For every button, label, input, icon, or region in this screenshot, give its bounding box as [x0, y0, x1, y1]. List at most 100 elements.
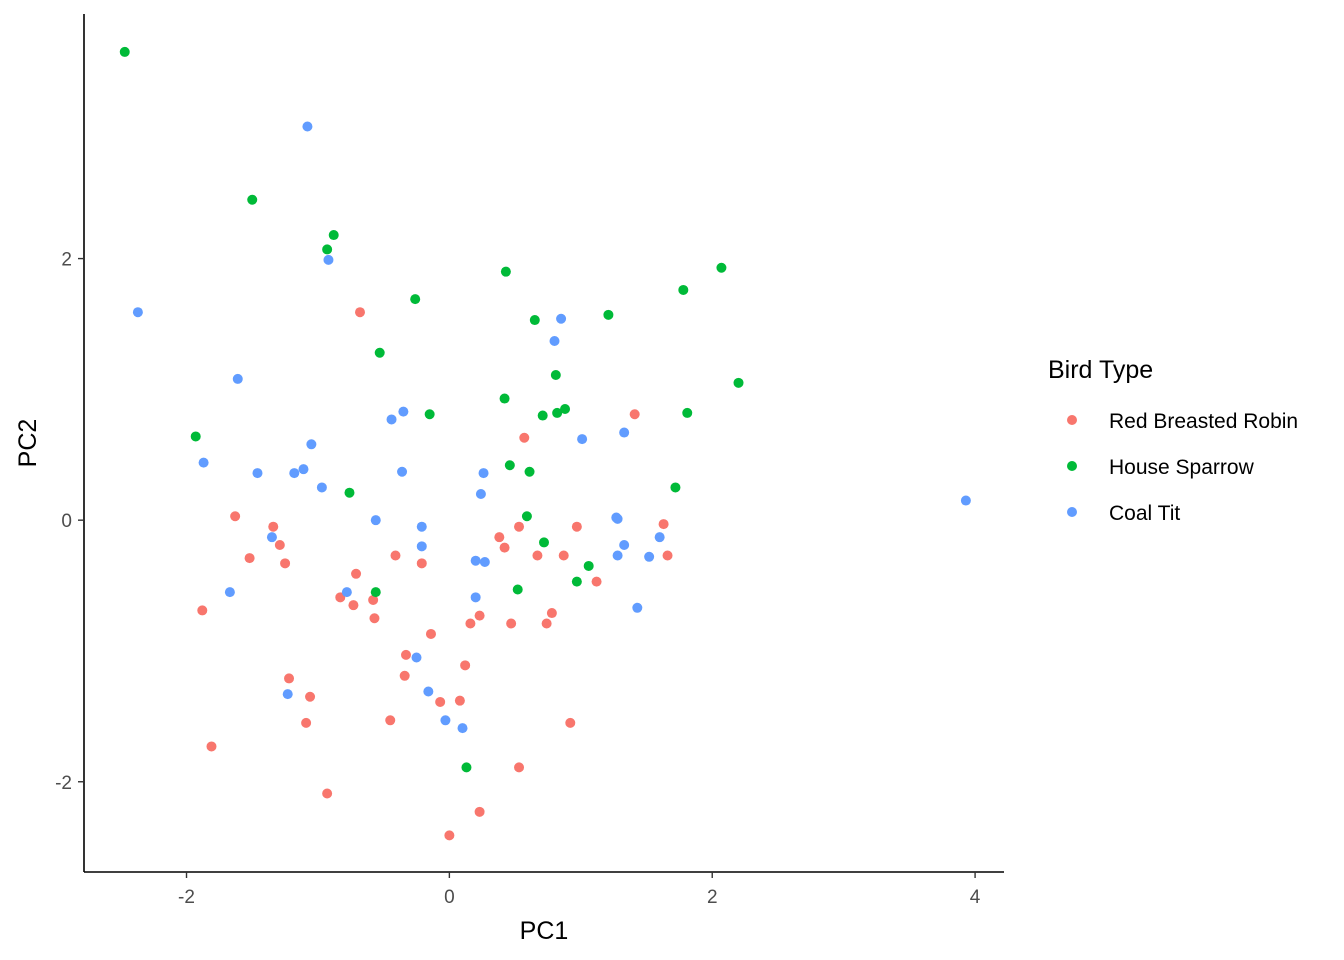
data-point — [577, 434, 588, 445]
data-point — [619, 540, 630, 551]
data-point — [494, 532, 505, 543]
data-point — [369, 613, 380, 624]
data-point — [524, 466, 535, 477]
data-point — [470, 592, 481, 603]
data-point — [960, 495, 971, 506]
data-point — [474, 806, 485, 817]
data-point — [440, 715, 451, 726]
y-axis-title: PC2 — [14, 419, 42, 468]
data-point — [424, 409, 435, 420]
data-point — [506, 618, 517, 629]
data-point — [282, 689, 293, 700]
data-point — [341, 587, 352, 598]
data-point — [537, 410, 548, 421]
x-tick-label: 2 — [707, 887, 718, 908]
data-point — [549, 335, 560, 346]
data-point — [514, 762, 525, 773]
data-point — [470, 555, 481, 566]
data-point — [411, 652, 422, 663]
legend-key — [1067, 415, 1077, 425]
data-point — [541, 618, 552, 629]
data-point — [351, 568, 362, 579]
data-point — [499, 393, 510, 404]
data-point — [629, 409, 640, 420]
series-1 — [119, 46, 744, 773]
data-point — [571, 576, 582, 587]
data-point — [591, 576, 602, 587]
data-point — [355, 307, 365, 318]
x-tick-label: 0 — [444, 887, 455, 908]
x-tick-label: -2 — [178, 887, 195, 908]
legend-label: House Sparrow — [1109, 456, 1255, 479]
data-point — [474, 610, 485, 621]
data-point — [529, 315, 540, 326]
legend-title: Bird Type — [1048, 356, 1153, 384]
data-point — [662, 550, 673, 561]
data-point — [416, 521, 427, 532]
y-tick-label: 2 — [61, 250, 72, 271]
x-axis-title: PC1 — [520, 917, 569, 945]
data-point — [328, 230, 339, 241]
data-point — [603, 309, 614, 320]
data-point — [444, 830, 455, 841]
data-point — [399, 670, 410, 681]
data-point — [280, 558, 291, 569]
x-tick-label: 4 — [970, 887, 981, 908]
data-point — [132, 307, 143, 318]
series-2 — [132, 121, 971, 734]
data-point — [119, 46, 130, 57]
data-point — [546, 608, 557, 619]
data-point — [678, 284, 689, 295]
data-point — [385, 715, 396, 726]
data-point — [197, 605, 208, 616]
data-point — [457, 723, 468, 734]
data-point — [322, 244, 333, 255]
data-point — [247, 194, 258, 205]
data-point — [612, 513, 623, 524]
data-point — [268, 521, 279, 532]
data-point — [556, 313, 567, 324]
data-point — [565, 717, 576, 728]
y-axis-ticks: -2 0 2 — [55, 250, 84, 794]
data-point — [425, 628, 436, 639]
data-point — [479, 557, 490, 568]
series-0 — [197, 307, 673, 841]
data-point — [416, 558, 427, 569]
data-point — [465, 618, 476, 629]
data-point — [410, 294, 421, 305]
data-point — [305, 691, 316, 702]
data-point — [478, 468, 489, 479]
data-point — [461, 762, 472, 773]
legend-label: Red Breasted Robin — [1109, 410, 1298, 433]
y-tick-label: 0 — [61, 511, 72, 532]
data-point — [224, 587, 235, 598]
data-point — [206, 741, 217, 752]
data-point — [301, 717, 312, 728]
data-point — [512, 584, 523, 595]
data-point — [390, 550, 401, 561]
data-point — [583, 560, 594, 571]
data-point — [302, 121, 313, 132]
data-point — [398, 406, 409, 417]
data-point — [298, 464, 309, 475]
data-point — [344, 487, 355, 498]
points-layer — [119, 46, 971, 841]
data-point — [370, 515, 381, 526]
data-point — [348, 600, 359, 611]
data-point — [386, 414, 397, 425]
data-point — [274, 540, 285, 551]
data-point — [370, 587, 381, 598]
data-point — [733, 377, 744, 388]
legend: Bird Type Red Breasted Robin House Sparro… — [1048, 356, 1298, 525]
data-point — [306, 439, 317, 450]
data-point — [322, 788, 333, 799]
legend-label: Coal Tit — [1109, 502, 1180, 525]
legend-key — [1067, 461, 1077, 471]
data-point — [558, 550, 569, 561]
data-point — [289, 468, 300, 479]
data-point — [316, 482, 327, 493]
data-point — [266, 532, 277, 543]
data-point — [682, 407, 693, 418]
data-point — [632, 602, 643, 613]
